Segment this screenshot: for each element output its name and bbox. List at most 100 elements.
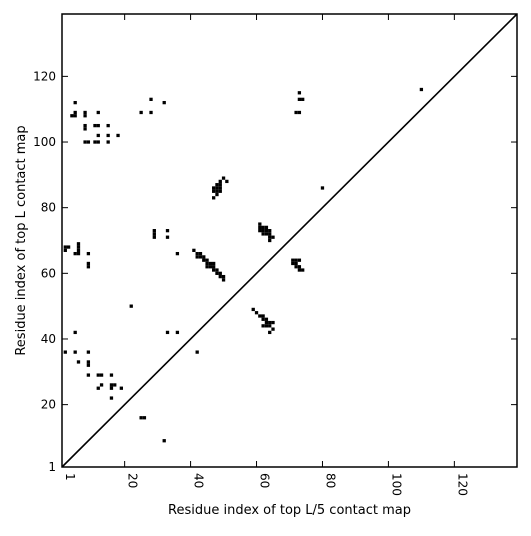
contact-point [419, 87, 424, 92]
contact-point [208, 261, 213, 266]
contact-point [212, 265, 216, 269]
contact-point [261, 317, 265, 321]
contact-point [221, 278, 226, 282]
contact-point [165, 235, 170, 239]
contact-point [264, 317, 269, 321]
contact-point [271, 327, 275, 331]
y-tick-label: 120 [33, 69, 56, 83]
contact-point [225, 179, 229, 184]
contact-point [165, 330, 170, 335]
plot-frame [61, 13, 518, 468]
y-tick-label: 80 [41, 201, 56, 215]
contact-point [261, 324, 265, 328]
contact-point [264, 225, 269, 230]
contact-point [86, 140, 91, 144]
contact-point [261, 232, 265, 236]
contact-point [149, 97, 153, 101]
contact-point [212, 261, 216, 266]
contact-point [254, 311, 259, 315]
contact-point [268, 232, 272, 236]
contact-point [268, 320, 272, 325]
contact-point [297, 268, 302, 272]
contact-point [149, 110, 153, 115]
contact-point [99, 373, 104, 377]
contact-point [129, 304, 133, 308]
contact-point [70, 114, 74, 118]
contact-point [264, 320, 269, 325]
contact-point [86, 360, 91, 364]
contact-point [86, 350, 91, 354]
y-tick-label: 60 [41, 266, 56, 280]
contact-point [294, 265, 298, 269]
contact-point [205, 261, 209, 266]
contact-point [268, 238, 272, 243]
contact-point [251, 307, 255, 312]
contact-point [73, 251, 77, 256]
contact-point [73, 100, 77, 105]
contact-point [195, 251, 199, 256]
contact-point [195, 350, 199, 354]
contact-point [109, 386, 114, 390]
contact-point [297, 91, 302, 95]
contact-point [86, 261, 91, 266]
contact-point [165, 229, 170, 233]
contact-point [301, 97, 305, 101]
contact-point [291, 261, 295, 266]
contact-point [261, 225, 265, 230]
contact-point [261, 314, 265, 318]
contact-point [215, 189, 219, 193]
contact-point [162, 100, 166, 105]
contact-point [208, 265, 213, 269]
contact-point [76, 248, 81, 252]
contact-point [93, 140, 97, 144]
contact-point [142, 416, 147, 420]
contact-point [76, 360, 81, 364]
contact-point [63, 350, 67, 354]
y-tick-label: 1 [48, 460, 56, 474]
contact-point [106, 140, 110, 144]
contact-point [258, 225, 262, 230]
contact-point [96, 386, 100, 390]
contact-point [301, 268, 305, 272]
x-tick-label: 60 [258, 473, 272, 488]
contact-point [268, 324, 272, 328]
x-tick-label: 100 [389, 473, 403, 496]
x-tick-label: 1 [63, 473, 77, 481]
contact-point [297, 110, 302, 115]
contact-point [73, 114, 77, 118]
contact-point [86, 363, 91, 367]
contact-point [73, 350, 77, 354]
contact-point [73, 330, 77, 335]
contact-point [175, 251, 180, 256]
contact-point [218, 271, 222, 275]
contact-point [297, 258, 302, 262]
contact-point [106, 133, 110, 138]
contact-point [96, 123, 100, 128]
contact-point [264, 232, 269, 236]
diagonal-line [61, 13, 518, 468]
contact-point [218, 189, 222, 193]
contact-point [212, 186, 216, 190]
contact-point [221, 176, 226, 180]
contact-point [264, 324, 269, 328]
contact-point [258, 222, 262, 226]
contact-point [83, 110, 87, 115]
contact-point [291, 258, 295, 262]
contact-point [83, 114, 87, 118]
contact-point [175, 330, 180, 335]
contact-point [215, 268, 219, 272]
contact-point [93, 123, 97, 128]
contact-point [202, 258, 206, 262]
contact-point [218, 179, 222, 184]
contact-point [294, 258, 298, 262]
point-layer [63, 87, 424, 443]
contact-point [83, 123, 87, 128]
contact-point [215, 271, 219, 275]
x-tick-label: 40 [192, 473, 206, 488]
contact-point [109, 373, 114, 377]
contact-point [152, 229, 156, 233]
contact-point [202, 255, 206, 259]
contact-point [258, 229, 262, 233]
contact-point [268, 235, 272, 239]
